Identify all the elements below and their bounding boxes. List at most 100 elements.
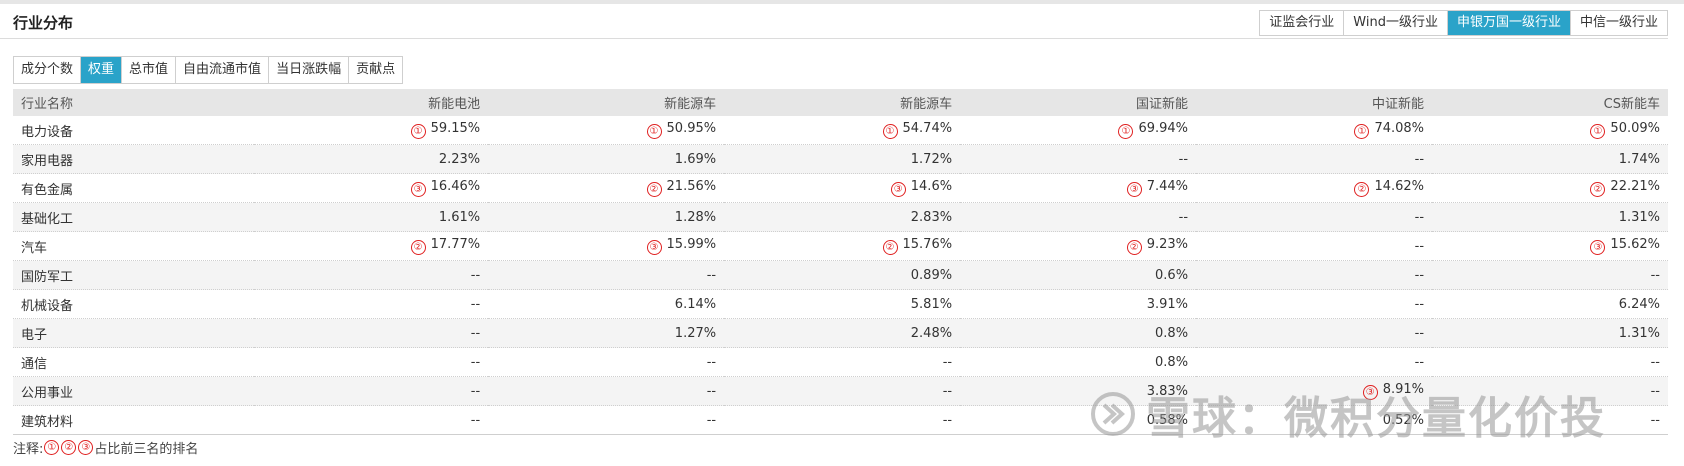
weight-cell: 2.48% xyxy=(724,318,961,348)
rank-1-badge: ① xyxy=(44,440,60,455)
rank-badge: ① xyxy=(410,124,426,139)
tab-sw-level1[interactable]: 申银万国一级行业 xyxy=(1446,11,1570,35)
weight-value: 1.31% xyxy=(1618,209,1660,225)
weight-cell: -- xyxy=(1196,231,1433,261)
industry-name-cell: 家用电器 xyxy=(13,144,255,174)
weight-value: 50.09% xyxy=(1610,121,1660,136)
weight-value: 6.14% xyxy=(674,296,717,312)
weight-cell: ③ 15.62% xyxy=(1432,231,1668,261)
weight-value: 1.28% xyxy=(674,209,717,225)
tab-citic-level1[interactable]: 中信一级行业 xyxy=(1569,11,1667,35)
column-header-index[interactable]: 中证新能 xyxy=(1196,89,1433,116)
weight-value: -- xyxy=(1414,209,1425,225)
column-header-industry[interactable]: 行业名称 xyxy=(13,89,255,116)
weight-cell: 0.52% xyxy=(1196,405,1433,435)
weight-value: -- xyxy=(470,325,481,341)
table-row: 国防军工 -- -- 0.89% 0.6% -- -- xyxy=(13,260,1668,290)
weight-cell: ① 69.94% xyxy=(960,116,1197,145)
weight-cell: -- xyxy=(254,289,489,319)
tab-daily-change[interactable]: 当日涨跌幅 xyxy=(268,57,349,83)
table-row: 建筑材料 -- -- -- 0.58% 0.52% -- xyxy=(13,405,1668,435)
weight-cell: 1.28% xyxy=(488,202,725,232)
weight-cell: -- xyxy=(960,202,1197,232)
weight-cell: -- xyxy=(254,405,489,435)
weight-value: 2.48% xyxy=(910,325,953,341)
weight-cell: -- xyxy=(488,405,725,435)
tab-weight[interactable]: 权重 xyxy=(80,57,122,83)
industry-name-cell: 基础化工 xyxy=(13,202,255,232)
top-border xyxy=(0,0,1684,4)
weight-cell: -- xyxy=(724,376,961,406)
table-row: 公用事业 -- -- -- 3.83% ③ 8.91% -- xyxy=(13,376,1668,406)
weight-cell: -- xyxy=(724,405,961,435)
weight-value: -- xyxy=(470,412,481,428)
industry-weight-table: 行业名称 新能电池 新能源车 新能源车 国证新能 中证新能 CS新能车 电力设备… xyxy=(13,89,1668,435)
weight-value: -- xyxy=(1650,354,1660,370)
column-header-index[interactable]: 国证新能 xyxy=(960,89,1197,116)
weight-cell: ① 54.74% xyxy=(724,116,961,145)
weight-value: 0.52% xyxy=(1382,412,1425,428)
tab-free-float-cap[interactable]: 自由流通市值 xyxy=(175,57,269,83)
column-header-index[interactable]: 新能源车 xyxy=(488,89,725,116)
rank-badge: ③ xyxy=(410,182,426,197)
weight-cell: -- xyxy=(1196,318,1433,348)
table-row: 电子 -- 1.27% 2.48% 0.8% -- 1.31% xyxy=(13,318,1668,348)
rank-badge: ① xyxy=(882,124,898,139)
tab-constituent-count[interactable]: 成分个数 xyxy=(14,57,81,83)
weight-cell: -- xyxy=(1432,347,1668,377)
weight-value: -- xyxy=(470,267,481,283)
weight-value: 15.99% xyxy=(666,237,717,252)
weight-value: 1.72% xyxy=(910,151,953,167)
rank-3-badge: ③ xyxy=(78,440,94,455)
rank-2-badge: ② xyxy=(61,440,77,455)
weight-value: 1.61% xyxy=(438,209,481,225)
weight-value: -- xyxy=(706,267,717,283)
weight-value: -- xyxy=(1178,209,1189,225)
weight-cell: -- xyxy=(488,260,725,290)
column-header-index[interactable]: 新能电池 xyxy=(254,89,489,116)
weight-value: -- xyxy=(1650,383,1660,399)
classification-tabs: 证监会行业 Wind一级行业 申银万国一级行业 中信一级行业 xyxy=(1259,10,1668,36)
weight-value: -- xyxy=(942,383,953,399)
weight-value: -- xyxy=(1414,296,1425,312)
weight-cell: -- xyxy=(1196,202,1433,232)
weight-cell: 0.89% xyxy=(724,260,961,290)
industry-name-cell: 机械设备 xyxy=(13,289,255,319)
weight-cell: -- xyxy=(254,347,489,377)
weight-cell: ② 15.76% xyxy=(724,231,961,261)
industry-name-cell: 有色金属 xyxy=(13,173,255,203)
weight-cell: 1.31% xyxy=(1432,318,1668,348)
weight-value: 17.77% xyxy=(430,237,481,252)
weight-value: -- xyxy=(470,383,481,399)
weight-cell: -- xyxy=(488,347,725,377)
weight-value: 69.94% xyxy=(1138,121,1189,136)
column-header-index[interactable]: CS新能车 xyxy=(1432,89,1668,116)
weight-value: 74.08% xyxy=(1374,121,1425,136)
weight-cell: 0.6% xyxy=(960,260,1197,290)
weight-value: 22.21% xyxy=(1610,179,1660,194)
weight-cell: -- xyxy=(1432,405,1668,435)
weight-cell: 2.23% xyxy=(254,144,489,174)
column-header-index[interactable]: 新能源车 xyxy=(724,89,961,116)
weight-cell: 6.14% xyxy=(488,289,725,319)
tab-total-market-cap[interactable]: 总市值 xyxy=(121,57,176,83)
weight-value: 50.95% xyxy=(666,121,717,136)
table-row: 电力设备 ① 59.15% ① 50.95% ① 54.74% ① 69.94% ① 74.08% ①… xyxy=(13,116,1668,145)
tab-csrc-industry[interactable]: 证监会行业 xyxy=(1260,11,1344,35)
weight-value: 5.81% xyxy=(910,296,953,312)
weight-value: 6.24% xyxy=(1618,296,1660,312)
tab-contribution[interactable]: 贡献点 xyxy=(348,57,403,83)
weight-cell: ① 50.09% xyxy=(1432,116,1668,145)
weight-cell: ① 74.08% xyxy=(1196,116,1433,145)
tab-wind-level1[interactable]: Wind一级行业 xyxy=(1343,11,1447,35)
weight-cell: 1.61% xyxy=(254,202,489,232)
weight-cell: -- xyxy=(254,318,489,348)
weight-value: 1.27% xyxy=(674,325,717,341)
industry-name-cell: 国防军工 xyxy=(13,260,255,290)
weight-value: 0.6% xyxy=(1155,267,1189,283)
table-row: 汽车 ② 17.77% ③ 15.99% ② 15.76% ② 9.23% -- ③ 15.62% xyxy=(13,231,1668,261)
weight-value: -- xyxy=(706,354,717,370)
weight-cell: 6.24% xyxy=(1432,289,1668,319)
weight-value: 3.83% xyxy=(1146,383,1189,399)
rank-badge: ① xyxy=(646,124,662,139)
